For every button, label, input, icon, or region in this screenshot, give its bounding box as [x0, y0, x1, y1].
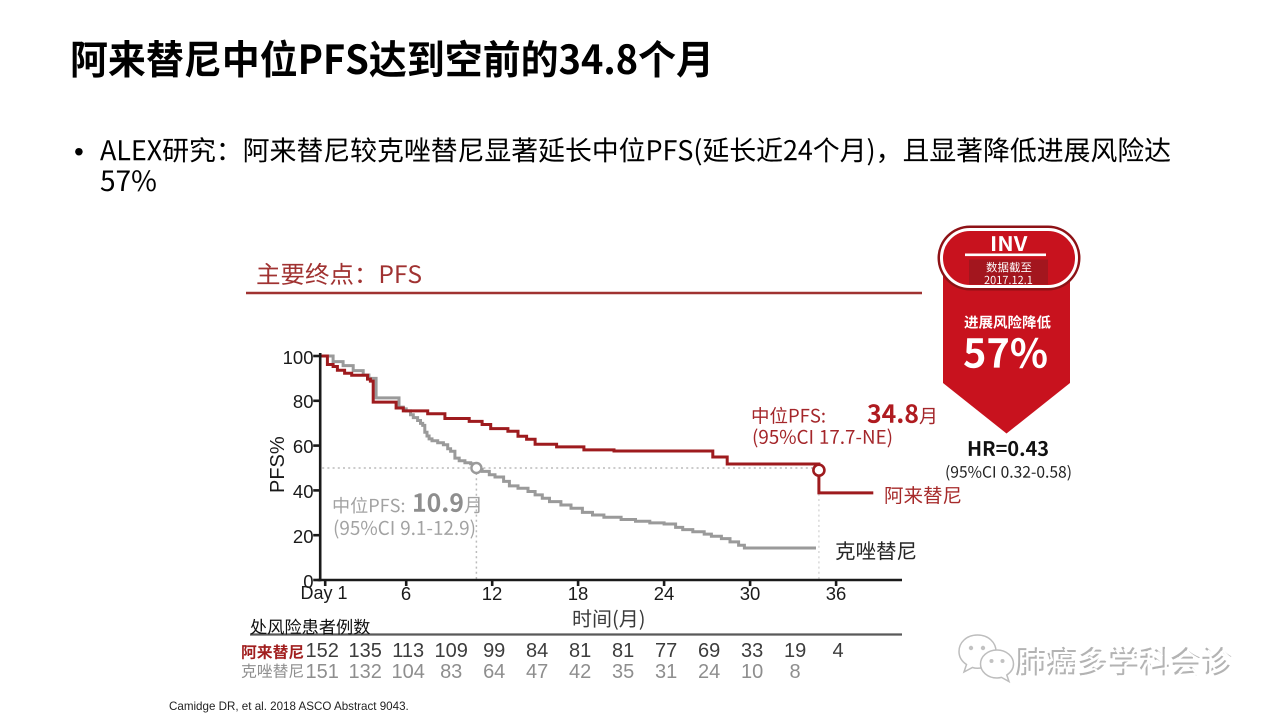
svg-text:PFS%: PFS%	[267, 436, 289, 493]
